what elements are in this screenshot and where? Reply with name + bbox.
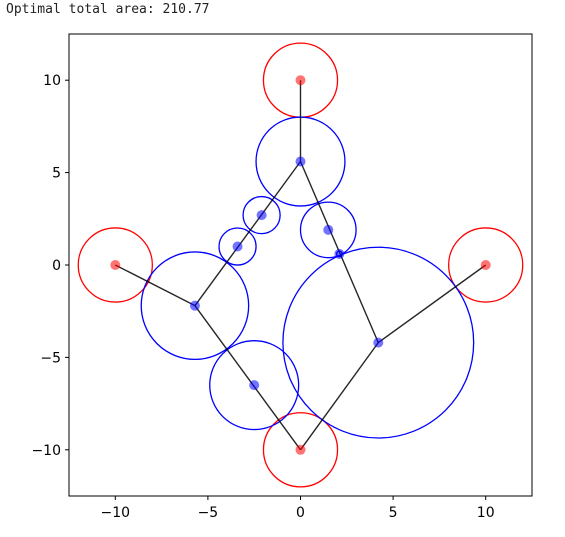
x-tick-label: 5: [389, 505, 398, 521]
terminal-circle: [77, 227, 153, 303]
terminal-circle: [448, 227, 524, 303]
y-tick-label: −5: [40, 350, 61, 366]
y-tick-label: 10: [43, 73, 61, 89]
steiner-circle: [218, 227, 257, 266]
steiner-point: [256, 210, 267, 221]
terminal-point: [110, 260, 121, 270]
steiner-circle: [299, 201, 357, 259]
terminal-point: [295, 444, 306, 455]
steiner-point: [189, 300, 200, 311]
edge-line: [194, 161, 302, 307]
steiner-point: [373, 337, 384, 348]
points-layer: [110, 75, 491, 455]
steiner-circle: [209, 340, 300, 431]
steiner-point: [295, 156, 306, 167]
edge-line: [377, 264, 487, 344]
terminal-point: [480, 260, 491, 270]
x-tick-label: −5: [198, 505, 219, 521]
steiner-point: [334, 248, 345, 259]
y-tick-label: 5: [52, 166, 61, 182]
terminal-point: [295, 75, 306, 86]
steiner-point: [323, 224, 334, 235]
edges-layer: [114, 80, 487, 451]
x-tick-label: 10: [477, 505, 495, 521]
output-text: Optimal total area: 210.77: [6, 2, 210, 17]
steiner-point: [249, 380, 260, 391]
x-tick-label: −10: [101, 505, 131, 521]
steiner-circle: [140, 251, 250, 361]
y-tick-label: −10: [31, 443, 61, 459]
x-tick-label: 0: [296, 505, 305, 521]
edge-line: [114, 264, 196, 307]
steiner-point: [232, 241, 243, 252]
steiner-circle: [242, 195, 281, 235]
y-tick-label: 0: [52, 258, 61, 274]
edge-line: [194, 305, 302, 451]
steiner-circle: [282, 246, 475, 439]
terminal-circle: [262, 412, 339, 488]
edge-line: [299, 342, 379, 451]
ticks-layer: −10 −5 0 5 10 −10 −5 0 5 10: [31, 73, 494, 521]
